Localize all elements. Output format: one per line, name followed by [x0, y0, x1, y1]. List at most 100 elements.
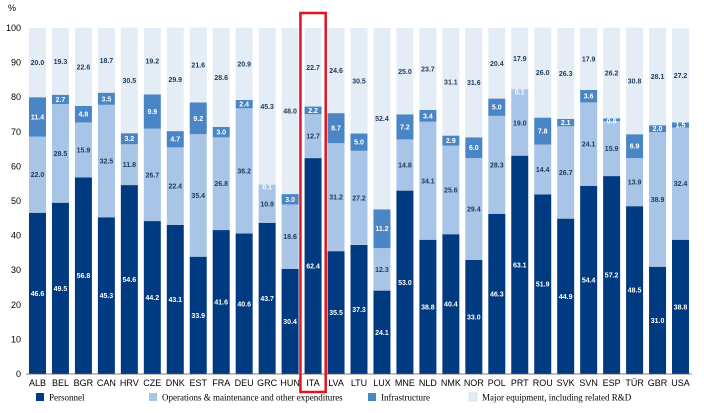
data-label: 22.7 — [306, 65, 320, 72]
data-label: 54.4 — [582, 277, 596, 284]
data-label: 20.4 — [490, 61, 504, 68]
bar-segment-lva-s1 — [327, 143, 345, 252]
bar-segment-hrv-s1 — [120, 144, 138, 186]
data-label: 45.3 — [100, 293, 114, 300]
y-tick-label: 70 — [11, 127, 21, 137]
bar-segment-ltu-s3 — [350, 28, 368, 134]
bar-stack-bgr: 56.8 15.9 4.8 22.6 — [74, 27, 92, 374]
bar-segment-dnk-s0 — [166, 224, 184, 374]
bar-segment-can-s3 — [97, 28, 115, 93]
bar-segment-mne-s1 — [396, 139, 414, 191]
data-label: 12.3 — [375, 267, 389, 274]
bars-layer: 46.6 22.0 11.4 20.0 49.5 28.5 2.7 19.3 56.8 15.9 4… — [28, 27, 690, 374]
bar-segment-gbr-s0 — [649, 266, 667, 374]
bar-stack-mne: 53.0 14.8 7.2 25.0 — [396, 28, 414, 374]
legend-swatch — [149, 393, 157, 401]
data-label: 56.8 — [77, 273, 91, 280]
data-label: 22.4 — [168, 184, 182, 191]
bar-segment-dnk-s2 — [166, 131, 184, 148]
data-label: 24.6 — [329, 68, 343, 75]
bar-segment-deu-s2 — [235, 99, 253, 109]
bar-segment-cze-s0 — [143, 221, 161, 374]
bar-segment-usa-s0 — [672, 239, 690, 374]
x-tick-label: HRV — [120, 378, 139, 388]
data-label: 2.1 — [561, 120, 571, 127]
bar-segment-rou-s0 — [534, 194, 552, 374]
data-label: 63.1 — [513, 262, 527, 269]
data-label: 33.0 — [467, 314, 481, 321]
data-label: 13.9 — [628, 180, 642, 187]
bar-stack-grc: 43.7 10.9 0.1 45.3 — [258, 28, 276, 374]
y-tick-label: 80 — [11, 92, 21, 102]
x-tick-label: SVN — [579, 378, 598, 388]
bar-segment-bel-s0 — [51, 202, 69, 374]
data-label: 17.9 — [513, 56, 527, 63]
data-label: 3.2 — [124, 136, 134, 143]
bar-segment-svk-s1 — [557, 126, 575, 219]
data-label: 30.5 — [123, 78, 137, 85]
x-tick-label: EST — [189, 378, 207, 388]
x-tick-label: CZE — [143, 378, 161, 388]
bar-segment-hrv-s3 — [120, 27, 138, 134]
bar-segment-gbr-s3 — [649, 28, 667, 126]
bar-segment-alb-s2 — [28, 97, 46, 137]
x-tick-label: DEU — [235, 378, 254, 388]
x-tick-label: LTU — [351, 378, 367, 388]
data-label: 44.2 — [145, 295, 159, 302]
data-label: 24.1 — [582, 142, 596, 149]
x-tick-label: LVA — [328, 378, 344, 388]
data-label: 3.5 — [102, 96, 112, 103]
bar-segment-ltu-s2 — [350, 133, 368, 151]
legend-label: Personnel — [49, 393, 85, 403]
bar-segment-ita-s2 — [304, 106, 322, 115]
bar-segment-tür-s0 — [626, 206, 644, 374]
bar-stack-deu: 40.6 36.2 2.4 20.9 — [235, 27, 253, 374]
data-label: 22.0 — [31, 172, 45, 179]
bar-segment-dnk-s1 — [166, 147, 184, 225]
bar-segment-grc-s3 — [258, 28, 276, 185]
data-label: 6.0 — [469, 145, 479, 152]
data-label: 28.5 — [54, 151, 68, 158]
bar-stack-esp: 57.2 15.9 0.8 26.2 — [603, 27, 621, 374]
data-label: 9.2 — [193, 116, 203, 123]
data-label: 35.4 — [191, 193, 205, 200]
data-label: 8.7 — [331, 126, 341, 133]
bar-segment-nmk-s3 — [442, 28, 460, 136]
data-label: 28.1 — [651, 74, 665, 81]
data-label: 26.0 — [536, 70, 550, 77]
data-label: 32.4 — [674, 181, 688, 188]
data-label: 31.2 — [329, 195, 343, 202]
bar-segment-alb-s0 — [28, 212, 46, 374]
x-tick-label: LUX — [373, 378, 391, 388]
data-label: 38.9 — [651, 197, 665, 204]
bar-stack-usa: 38.8 32.4 1.5 27.2 — [672, 28, 690, 374]
data-label: 11.2 — [375, 226, 388, 233]
bar-segment-hrv-s2 — [120, 133, 138, 145]
bar-segment-est-s0 — [189, 256, 207, 374]
data-label: 38.8 — [674, 304, 688, 311]
x-tick-label: POL — [488, 378, 506, 388]
x-tick-label: ITA — [306, 378, 319, 388]
bar-segment-dnk-s3 — [166, 27, 184, 132]
data-label: 4.7 — [170, 137, 180, 144]
legend: Personnel Operations & maintenance and ot… — [36, 393, 632, 403]
bar-segment-nld-s3 — [419, 28, 437, 111]
y-tick-label: 100 — [6, 23, 21, 33]
x-tick-label: NOR — [464, 378, 485, 388]
bar-stack-lva: 35.5 31.2 8.7 24.6 — [327, 28, 345, 374]
bar-segment-rou-s1 — [534, 144, 552, 195]
bar-stack-svn: 54.4 24.1 3.6 17.9 — [580, 28, 598, 374]
bar-segment-ita-s3 — [304, 28, 322, 107]
bar-segment-esp-s2 — [603, 118, 621, 122]
y-axis-unit-label: % — [8, 3, 16, 13]
data-label: 27.2 — [674, 73, 688, 80]
bar-segment-lva-s3 — [327, 28, 345, 114]
bar-segment-bel-s3 — [51, 28, 69, 95]
bar-segment-gbr-s2 — [649, 125, 667, 133]
bar-stack-hrv: 54.6 11.8 3.2 30.5 — [120, 27, 138, 374]
bar-segment-can-s1 — [97, 104, 115, 218]
data-label: 29.4 — [467, 206, 481, 213]
data-label: 57.2 — [605, 273, 619, 280]
x-tick-label: DNK — [166, 378, 185, 388]
bar-stack-fra: 41.6 26.8 3.0 28.6 — [212, 28, 230, 374]
